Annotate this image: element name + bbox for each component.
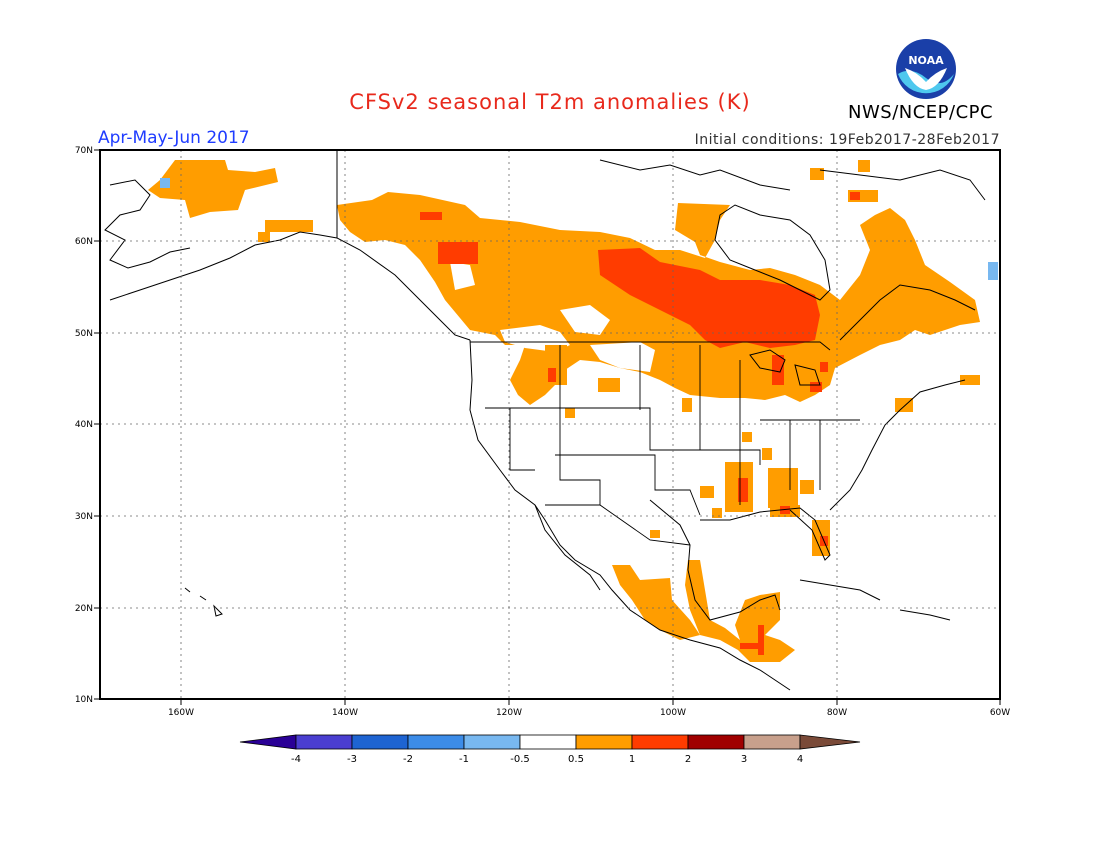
anomaly-layer <box>148 160 998 662</box>
lat-label-50n: 50N <box>75 329 93 339</box>
colorbar-label: 3 <box>741 754 747 765</box>
season-label: Apr-May-Jun 2017 <box>98 128 250 148</box>
initial-conditions-label: Initial conditions: 19Feb2017-28Feb2017 <box>694 132 1000 148</box>
colorbar-arrow-low <box>239 734 297 750</box>
colorbar-segment <box>519 734 577 750</box>
colorbar-label: 4 <box>797 754 803 765</box>
lon-label-60w: 60W <box>990 708 1010 718</box>
lat-label-20n: 20N <box>75 604 93 614</box>
lat-labels: 70N 60N 50N 40N 30N 20N 10N <box>75 146 93 705</box>
political-borders <box>470 341 860 546</box>
lon-label-140w: 140W <box>332 708 358 718</box>
colorbar-label: -1 <box>459 754 469 765</box>
colorbar-segment <box>463 734 521 750</box>
colorbar-segment <box>575 734 633 750</box>
lon-labels: 160W 140W 120W 100W 80W 60W <box>168 708 1010 718</box>
coastlines <box>104 150 986 691</box>
colorbar <box>239 734 861 750</box>
colorbar-label: 1 <box>629 754 635 765</box>
lat-label-40n: 40N <box>75 420 93 430</box>
lat-label-30n: 30N <box>75 512 93 522</box>
colorbar-segment <box>351 734 409 750</box>
colorbar-label: 2 <box>685 754 691 765</box>
lat-label-70n: 70N <box>75 146 93 156</box>
lon-label-120w: 120W <box>496 708 522 718</box>
agency-label: NWS/NCEP/CPC <box>848 102 994 123</box>
lat-label-10n: 10N <box>75 695 93 705</box>
colorbar-segment <box>687 734 745 750</box>
colorbar-label: -4 <box>291 754 301 765</box>
lon-label-100w: 100W <box>660 708 686 718</box>
lon-label-160w: 160W <box>168 708 194 718</box>
logo-text: NOAA <box>908 54 944 67</box>
colorbar-label: -0.5 <box>510 754 530 765</box>
map-title: CFSv2 seasonal T2m anomalies (K) <box>349 90 751 114</box>
lat-label-60n: 60N <box>75 237 93 247</box>
colorbar-segment <box>743 734 801 750</box>
noaa-logo: NOAA <box>896 39 956 99</box>
colorbar-label: 0.5 <box>568 754 584 765</box>
colorbar-segment <box>631 734 689 750</box>
colorbar-segment <box>295 734 353 750</box>
colorbar-label: -2 <box>403 754 413 765</box>
colorbar-arrow-high <box>799 734 861 750</box>
colorbar-label: -3 <box>347 754 357 765</box>
lon-label-80w: 80W <box>827 708 847 718</box>
colorbar-labels: -4 -3 -2 -1 -0.5 0.5 1 2 3 4 <box>291 754 803 765</box>
tick-marks <box>94 149 1001 705</box>
colorbar-segment <box>407 734 465 750</box>
graticule <box>100 150 1000 699</box>
